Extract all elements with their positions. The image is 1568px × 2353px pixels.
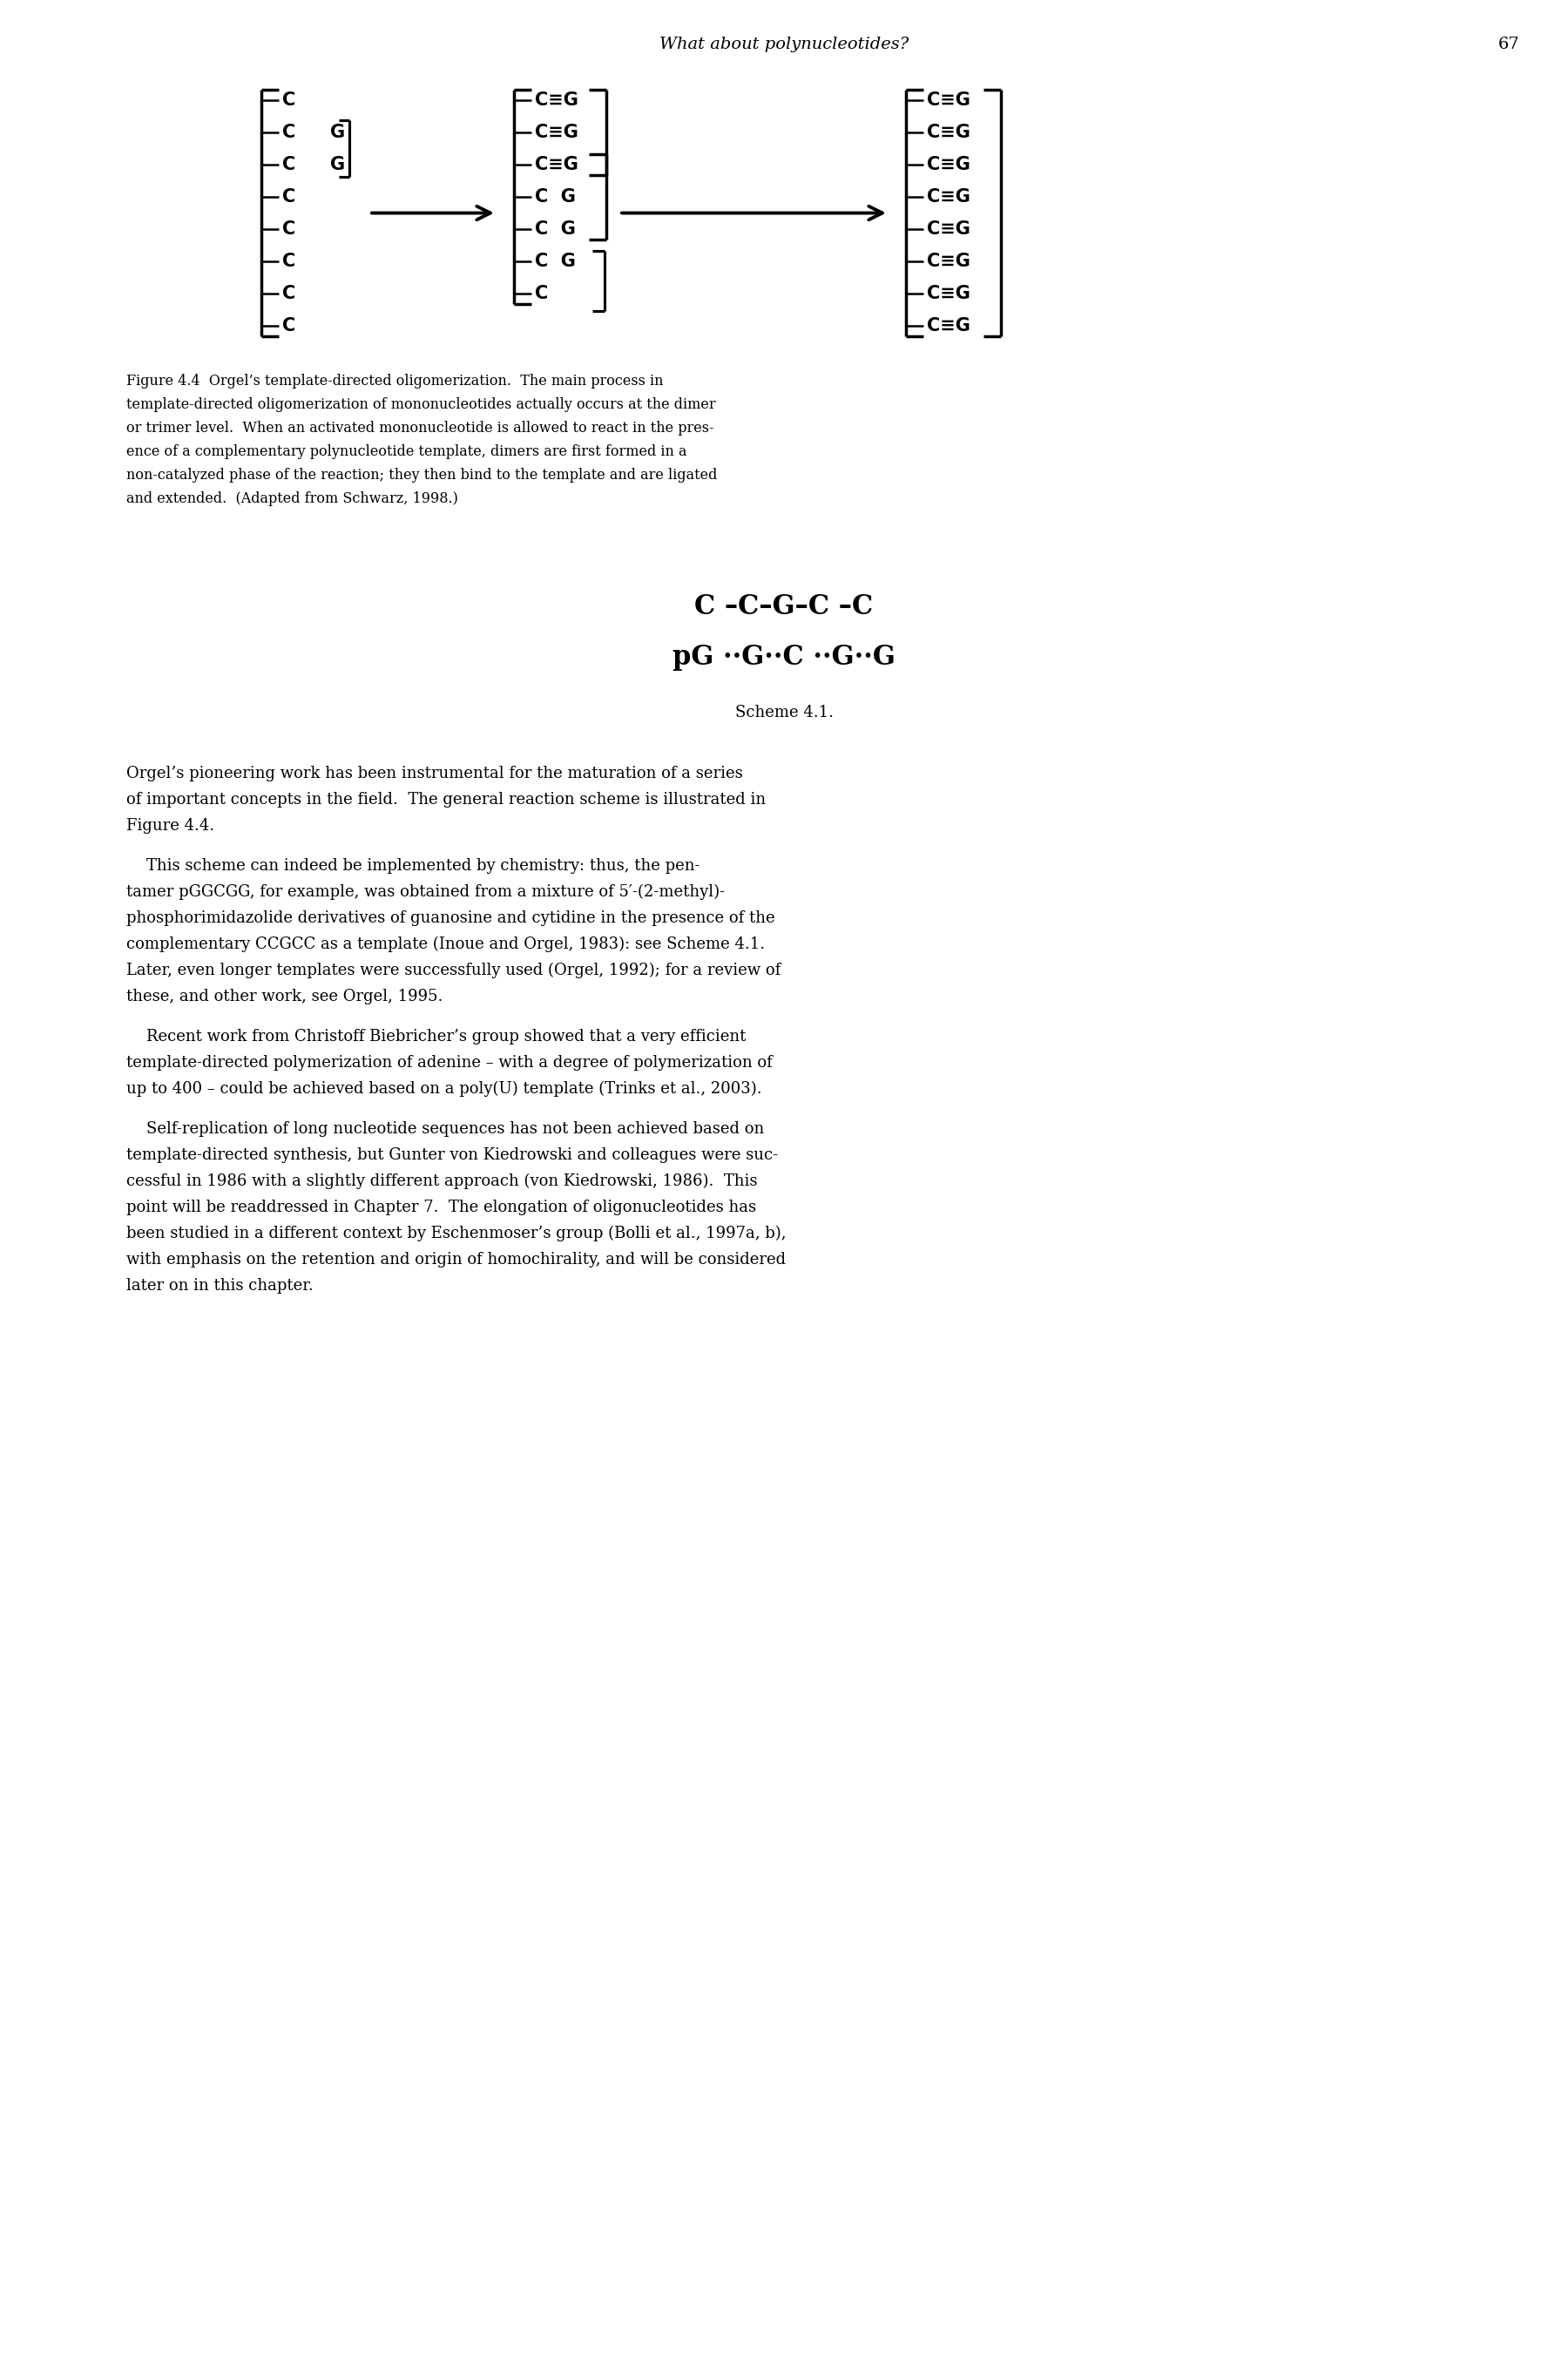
Text: C≡G: C≡G <box>927 221 971 238</box>
Text: G: G <box>331 155 345 174</box>
Text: C: C <box>282 221 295 238</box>
Text: Scheme 4.1.: Scheme 4.1. <box>735 706 833 720</box>
Text: C≡G: C≡G <box>927 318 971 334</box>
Text: C≡G: C≡G <box>927 285 971 301</box>
Text: non-catalyzed phase of the reaction; they then bind to the template and are liga: non-catalyzed phase of the reaction; the… <box>127 468 717 482</box>
Text: template-directed polymerization of adenine – with a degree of polymerization of: template-directed polymerization of aden… <box>127 1054 773 1071</box>
Text: cessful in 1986 with a slightly different approach (von Kiedrowski, 1986).  This: cessful in 1986 with a slightly differen… <box>127 1174 757 1188</box>
Text: What about polynucleotides?: What about polynucleotides? <box>659 38 909 52</box>
Text: point will be readdressed in Chapter 7.  The elongation of oligonucleotides has: point will be readdressed in Chapter 7. … <box>127 1200 756 1214</box>
Text: C –C–G–C –C: C –C–G–C –C <box>695 593 873 621</box>
Text: C≡G: C≡G <box>927 155 971 174</box>
Text: 67: 67 <box>1499 38 1519 52</box>
Text: C: C <box>282 318 295 334</box>
Text: Orgel’s pioneering work has been instrumental for the maturation of a series: Orgel’s pioneering work has been instrum… <box>127 765 743 781</box>
Text: up to 400 – could be achieved based on a poly(U) template (Trinks et al., 2003).: up to 400 – could be achieved based on a… <box>127 1080 762 1096</box>
Text: been studied in a different context by Eschenmoser’s group (Bolli et al., 1997a,: been studied in a different context by E… <box>127 1226 786 1242</box>
Text: C: C <box>282 188 295 205</box>
Text: ence of a complementary polynucleotide template, dimers are first formed in a: ence of a complementary polynucleotide t… <box>127 445 687 459</box>
Text: template-directed synthesis, but Gunter von Kiedrowski and colleagues were suc-: template-directed synthesis, but Gunter … <box>127 1148 778 1162</box>
Text: C≡G: C≡G <box>535 92 579 108</box>
Text: C≡G: C≡G <box>535 155 579 174</box>
Text: pG ··G··C ··G··G: pG ··G··C ··G··G <box>673 645 895 671</box>
Text: C: C <box>282 92 295 108</box>
Text: tamer pGGCGG, for example, was obtained from a mixture of 5′-(2-methyl)-: tamer pGGCGG, for example, was obtained … <box>127 885 724 901</box>
Text: C: C <box>282 285 295 301</box>
Text: C  G: C G <box>535 252 575 271</box>
Text: and extended.  (Adapted from Schwarz, 1998.): and extended. (Adapted from Schwarz, 199… <box>127 492 458 506</box>
Text: complementary CCGCC as a template (Inoue and Orgel, 1983): see Scheme 4.1.: complementary CCGCC as a template (Inoue… <box>127 936 765 953</box>
Text: This scheme can indeed be implemented by chemistry: thus, the pen-: This scheme can indeed be implemented by… <box>127 859 699 873</box>
Text: C: C <box>282 252 295 271</box>
Text: C  G: C G <box>535 221 575 238</box>
Text: Self-replication of long nucleotide sequences has not been achieved based on: Self-replication of long nucleotide sequ… <box>127 1120 764 1136</box>
Text: later on in this chapter.: later on in this chapter. <box>127 1278 314 1294</box>
Text: C≡G: C≡G <box>927 125 971 141</box>
Text: C: C <box>282 125 295 141</box>
Text: Recent work from Christoff Biebricher’s group showed that a very efficient: Recent work from Christoff Biebricher’s … <box>127 1028 746 1045</box>
Text: G: G <box>331 125 345 141</box>
Text: or trimer level.  When an activated mononucleotide is allowed to react in the pr: or trimer level. When an activated monon… <box>127 421 713 435</box>
Text: C≡G: C≡G <box>927 92 971 108</box>
Text: C≡G: C≡G <box>927 252 971 271</box>
Text: C: C <box>282 155 295 174</box>
Text: template-directed oligomerization of mononucleotides actually occurs at the dime: template-directed oligomerization of mon… <box>127 398 715 412</box>
Text: C≡G: C≡G <box>927 188 971 205</box>
Text: Figure 4.4  Orgel’s template-directed oligomerization.  The main process in: Figure 4.4 Orgel’s template-directed oli… <box>127 374 663 388</box>
Text: phosphorimidazolide derivatives of guanosine and cytidine in the presence of the: phosphorimidazolide derivatives of guano… <box>127 911 775 927</box>
Text: C  G: C G <box>535 188 575 205</box>
Text: with emphasis on the retention and origin of homochirality, and will be consider: with emphasis on the retention and origi… <box>127 1252 786 1268</box>
Text: Later, even longer templates were successfully used (Orgel, 1992); for a review : Later, even longer templates were succes… <box>127 962 781 979</box>
Text: Figure 4.4.: Figure 4.4. <box>127 819 215 833</box>
Text: these, and other work, see Orgel, 1995.: these, and other work, see Orgel, 1995. <box>127 988 442 1005</box>
Text: C: C <box>535 285 549 301</box>
Text: of important concepts in the field.  The general reaction scheme is illustrated : of important concepts in the field. The … <box>127 793 765 807</box>
Text: C≡G: C≡G <box>535 125 579 141</box>
